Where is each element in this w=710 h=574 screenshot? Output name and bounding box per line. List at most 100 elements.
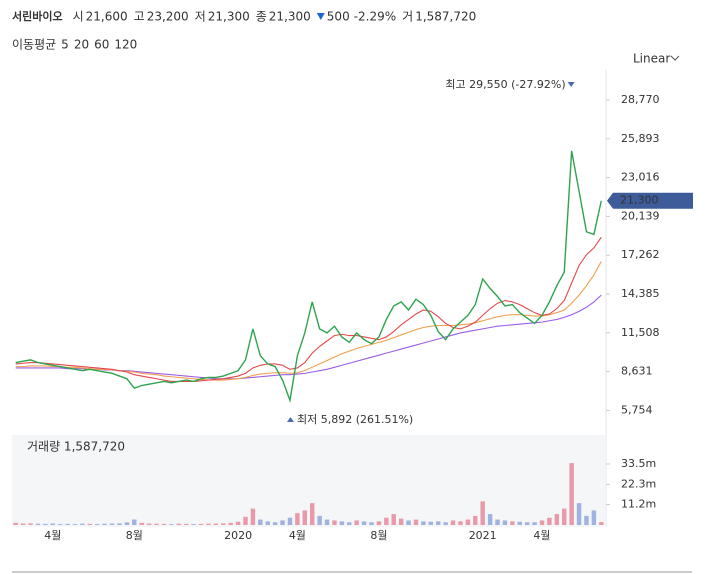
y-tick-label: 8,631: [621, 365, 653, 378]
low-marker: [286, 417, 294, 422]
volume-bar: [280, 520, 285, 525]
volume-bar: [57, 524, 63, 525]
volume-bar: [309, 503, 315, 525]
x-tick-label: 2020: [224, 529, 252, 542]
volume-bar: [20, 523, 26, 525]
volume-bar: [317, 515, 322, 525]
scale-menu[interactable]: Linear: [633, 52, 670, 66]
volume-bar: [183, 523, 189, 525]
volume-bar: [487, 514, 493, 525]
volume-bar: [450, 520, 456, 525]
volume-bar: [132, 519, 137, 525]
current-tag: [607, 192, 693, 209]
volume-bar: [524, 522, 530, 525]
x-tick-label: 4월: [533, 529, 550, 542]
volume-bar: [332, 520, 337, 525]
volume-bar: [347, 522, 352, 525]
down-arrow: [316, 13, 325, 20]
volume-bar: [495, 519, 500, 525]
volume-bar: [539, 520, 545, 525]
volume-bar: [50, 523, 55, 525]
volume-bar: [124, 522, 130, 525]
volume-bar: [369, 522, 374, 525]
volume-bar: [413, 519, 419, 525]
volume-bar: [465, 519, 471, 525]
change: 500: [327, 10, 350, 24]
y-tick-label: 25,893: [621, 132, 660, 145]
volume-title: 거래량 1,587,720: [27, 440, 125, 454]
field-value: 23,200: [147, 10, 189, 24]
volume-bar: [599, 522, 604, 525]
field-label: 시: [73, 10, 84, 24]
volume-bar: [473, 515, 478, 525]
volume-bar: [480, 501, 485, 525]
volume-bar: [576, 503, 582, 525]
ma-line: [15, 294, 602, 380]
volume-bar: [517, 521, 522, 525]
volume-bar: [591, 510, 597, 525]
volume-bar: [213, 523, 219, 525]
volume-bar: [176, 523, 182, 525]
volume-bar: [391, 514, 396, 525]
volume-bar: [28, 523, 33, 525]
high-annotation: 최고 29,550 (-27.92%): [445, 78, 565, 91]
volume-bar: [510, 521, 515, 525]
volume-bar: [287, 517, 293, 525]
volume-bar: [243, 516, 248, 525]
legend-entry: 120: [114, 38, 137, 52]
volume-bar: [65, 523, 70, 525]
stock-name: 서린바이오: [12, 9, 63, 23]
volume-bar: [35, 523, 41, 525]
volume-bar: [502, 520, 508, 525]
volume-bar: [80, 523, 85, 525]
volume-bar: [191, 524, 196, 525]
volume-tick-label: 11.2m: [621, 498, 656, 511]
volume-bar: [221, 523, 226, 525]
x-tick-label: 8월: [126, 529, 143, 542]
ma-label: 이동평균: [12, 38, 56, 52]
volume-bar: [428, 521, 434, 525]
volume-bar: [295, 513, 300, 525]
x-tick-label: 8월: [370, 529, 387, 542]
current-price: 21,300: [620, 194, 659, 207]
volume-bar: [435, 521, 441, 525]
volume-panel: [12, 435, 605, 527]
volume-bar: [339, 521, 345, 525]
menu-caret[interactable]: [670, 55, 680, 61]
volume-bar: [102, 523, 107, 525]
volume-bar: [198, 523, 204, 525]
volume-bar: [384, 517, 389, 525]
volume-bar: [13, 522, 18, 525]
ma-line: [15, 261, 602, 381]
volume-bar: [161, 523, 167, 525]
volume-bar: [376, 521, 382, 525]
y-tick-label: 23,016: [621, 171, 660, 184]
volume-bar: [443, 522, 448, 525]
field-label: 고: [134, 10, 145, 24]
volume-bar: [361, 521, 367, 525]
volume-bar: [109, 523, 115, 525]
volume-bar: [532, 522, 537, 525]
field-value: 21,600: [86, 10, 128, 24]
volume-bar: [421, 521, 426, 525]
field-label: 종: [256, 10, 267, 24]
legend-entry: 60: [94, 38, 109, 52]
volume-bar: [265, 521, 270, 525]
volume-bar: [146, 523, 152, 525]
volume-bar: [302, 510, 308, 525]
volume-bar: [117, 523, 122, 525]
volume-bar: [169, 524, 174, 525]
x-tick-label: 4월: [44, 529, 61, 542]
legend-entry: 5: [61, 38, 69, 52]
field-label: 저: [195, 10, 206, 24]
volume-bar: [554, 514, 560, 525]
volume-bar: [458, 521, 463, 525]
high-marker: [567, 82, 575, 87]
volume-bar: [87, 523, 93, 525]
volume-tick-label: 22.3m: [621, 477, 656, 490]
volume-bar: [398, 518, 404, 525]
volume-bar: [228, 522, 233, 525]
volume-bar: [95, 524, 100, 525]
ma-line: [15, 236, 602, 383]
